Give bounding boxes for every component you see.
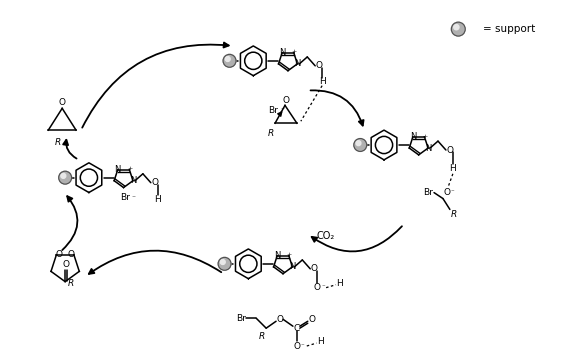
- Text: Br: Br: [268, 106, 278, 115]
- Text: N: N: [410, 132, 416, 142]
- Circle shape: [61, 173, 66, 178]
- Text: Br: Br: [236, 314, 246, 323]
- Text: N: N: [115, 165, 121, 174]
- Text: O: O: [58, 98, 66, 107]
- Text: +: +: [127, 166, 132, 171]
- Text: C: C: [294, 324, 300, 333]
- Text: = support: = support: [483, 24, 535, 34]
- Text: O: O: [446, 145, 454, 155]
- Circle shape: [454, 25, 459, 30]
- Text: N: N: [279, 48, 285, 57]
- Text: N: N: [289, 262, 295, 271]
- Text: R: R: [55, 138, 61, 146]
- Circle shape: [223, 54, 236, 67]
- Text: N: N: [274, 251, 280, 260]
- Text: N: N: [294, 59, 301, 68]
- Text: O: O: [311, 264, 318, 273]
- Text: +: +: [286, 252, 291, 257]
- Text: R: R: [259, 331, 265, 341]
- Circle shape: [451, 22, 465, 36]
- Text: O: O: [62, 260, 70, 269]
- Text: CO₂: CO₂: [316, 231, 335, 241]
- Text: O: O: [56, 250, 63, 259]
- Text: +: +: [291, 49, 297, 54]
- Text: N: N: [425, 144, 431, 152]
- Text: ⁻: ⁻: [301, 343, 304, 349]
- Text: O: O: [443, 188, 450, 197]
- Text: O: O: [308, 315, 315, 324]
- Text: R: R: [451, 210, 457, 219]
- Text: ⁻: ⁻: [280, 106, 284, 115]
- Text: O: O: [316, 61, 323, 70]
- Circle shape: [221, 259, 225, 264]
- Text: ⁻: ⁻: [321, 285, 325, 291]
- Circle shape: [218, 257, 231, 270]
- Text: +: +: [422, 133, 428, 139]
- Text: N: N: [130, 176, 136, 185]
- Circle shape: [225, 56, 230, 61]
- Text: H: H: [318, 336, 324, 346]
- Circle shape: [356, 141, 361, 146]
- Text: O: O: [282, 96, 290, 105]
- Text: R: R: [68, 279, 74, 288]
- Text: O: O: [277, 315, 284, 324]
- Text: O: O: [314, 283, 321, 292]
- Text: H: H: [154, 195, 161, 204]
- Text: H: H: [319, 77, 325, 86]
- Text: O: O: [67, 250, 74, 259]
- Text: Br: Br: [121, 193, 130, 202]
- Text: O: O: [293, 341, 301, 351]
- Text: ⁻: ⁻: [132, 193, 136, 202]
- Text: ⁻: ⁻: [451, 190, 455, 196]
- Text: O: O: [151, 178, 158, 187]
- Circle shape: [354, 138, 367, 151]
- Text: Br: Br: [423, 188, 433, 197]
- Text: H: H: [450, 164, 456, 173]
- Circle shape: [59, 171, 71, 184]
- Text: H: H: [337, 279, 344, 288]
- Text: R: R: [268, 128, 274, 138]
